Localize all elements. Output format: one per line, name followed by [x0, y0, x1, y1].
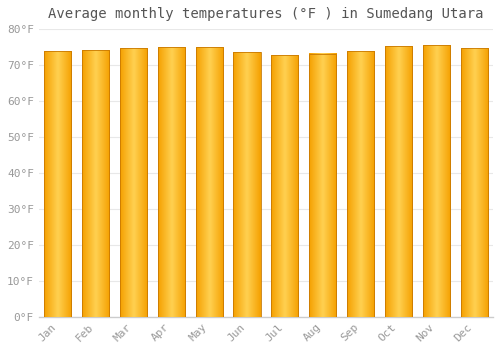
Bar [82, 50, 109, 317]
Bar [271, 55, 298, 317]
Bar [347, 51, 374, 317]
Bar [196, 47, 223, 317]
Bar [234, 52, 260, 317]
Bar [309, 54, 336, 317]
Bar [385, 46, 412, 317]
Bar [120, 48, 147, 317]
Bar [158, 47, 185, 317]
Bar [422, 45, 450, 317]
Title: Average monthly temperatures (°F ) in Sumedang Utara: Average monthly temperatures (°F ) in Su… [48, 7, 484, 21]
Bar [44, 51, 72, 317]
Bar [460, 48, 488, 317]
